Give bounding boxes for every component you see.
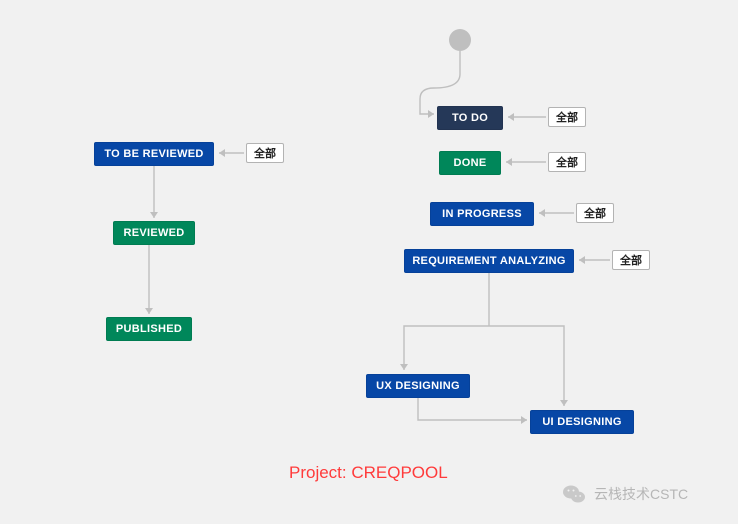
- wechat-watermark: 云栈技术CSTC: [562, 482, 688, 506]
- project-title-text: Project: CREQPOOL: [289, 463, 448, 482]
- diagram-canvas: TO BE REVIEWED REVIEWED PUBLISHED TO DO …: [0, 0, 738, 524]
- start-node: [449, 29, 471, 51]
- node-label: REQUIREMENT ANALYZING: [412, 255, 565, 267]
- wechat-icon: [562, 482, 586, 506]
- node-to-do: TO DO: [437, 106, 503, 130]
- node-label: DONE: [454, 157, 487, 169]
- badge-done: 全部: [548, 152, 586, 172]
- node-label: REVIEWED: [123, 227, 184, 239]
- badge-label: 全部: [584, 205, 606, 221]
- node-reviewed: REVIEWED: [113, 221, 195, 245]
- node-label: UI DESIGNING: [542, 416, 621, 428]
- node-done: DONE: [439, 151, 501, 175]
- badge-label: 全部: [556, 109, 578, 125]
- node-req-analyzing: REQUIREMENT ANALYZING: [404, 249, 574, 273]
- node-ux-designing: UX DESIGNING: [366, 374, 470, 398]
- node-label: UX DESIGNING: [376, 380, 460, 392]
- node-in-progress: IN PROGRESS: [430, 202, 534, 226]
- badge-label: 全部: [254, 145, 276, 161]
- node-published: PUBLISHED: [106, 317, 192, 341]
- badge-label: 全部: [556, 154, 578, 170]
- node-to-be-reviewed: TO BE REVIEWED: [94, 142, 214, 166]
- badge-in-progress: 全部: [576, 203, 614, 223]
- badge-to-be-reviewed: 全部: [246, 143, 284, 163]
- node-label: TO BE REVIEWED: [104, 148, 203, 160]
- wechat-label: 云栈技术CSTC: [594, 484, 688, 504]
- badge-req: 全部: [612, 250, 650, 270]
- node-ui-designing: UI DESIGNING: [530, 410, 634, 434]
- project-title: Project: CREQPOOL: [289, 463, 448, 483]
- badge-label: 全部: [620, 252, 642, 268]
- node-label: TO DO: [452, 112, 488, 124]
- node-label: PUBLISHED: [116, 323, 182, 335]
- node-label: IN PROGRESS: [442, 208, 522, 220]
- badge-to-do: 全部: [548, 107, 586, 127]
